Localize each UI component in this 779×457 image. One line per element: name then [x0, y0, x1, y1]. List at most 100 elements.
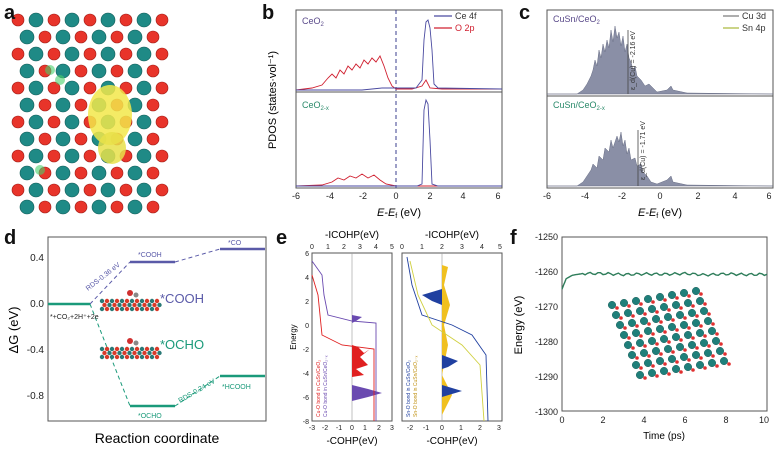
- svg-text:2: 2: [377, 425, 381, 432]
- panel-d-rds-bottom: RDS-0.24 eV: [178, 378, 218, 405]
- oxygen-atom: [146, 132, 160, 146]
- panel-d: d ΔG (eV) 0.4 0.0 -0.4 -0.8 *+CO₂+2H⁺+2e…: [0, 225, 272, 452]
- oxygen-atom: [110, 64, 124, 78]
- inset-cerium-atom: [691, 318, 700, 327]
- adsorbate-atom: [133, 340, 139, 346]
- panel-b-xticks: -6 -4 -2 0 2 4 6: [292, 191, 501, 201]
- panel-f-inset-structure: [607, 287, 731, 380]
- svg-text:8: 8: [723, 415, 728, 425]
- inset-cerium-atom: [623, 308, 632, 317]
- slab-atom: [142, 350, 147, 356]
- inset-oxygen-atom: [695, 346, 699, 350]
- svg-text:2: 2: [440, 244, 444, 251]
- slab-atom: [109, 346, 115, 352]
- inset-oxygen-atom: [639, 366, 643, 370]
- inset-oxygen-atom: [679, 338, 683, 342]
- slab-atom: [109, 354, 115, 360]
- oxygen-atom: [74, 30, 88, 44]
- svg-text:6: 6: [495, 191, 500, 201]
- svg-text:3: 3: [390, 425, 394, 432]
- panel-d-state-initial: *+CO₂+2H⁺+2e: [50, 314, 99, 321]
- panel-label-f: f: [510, 227, 517, 249]
- charge-density-cloud: [88, 85, 132, 145]
- svg-text:-1: -1: [336, 425, 342, 432]
- oxygen-atom: [119, 47, 133, 61]
- inset-cerium-atom: [639, 348, 648, 357]
- inset-oxygen-atom: [639, 334, 643, 338]
- svg-text:-0.4: -0.4: [27, 345, 45, 356]
- inset-cerium-atom: [635, 338, 644, 347]
- oxygen-atom: [38, 132, 52, 146]
- cerium-atom: [127, 165, 143, 181]
- inset-oxygen-atom: [651, 300, 655, 304]
- panel-d-state-ocho: *OCHO: [138, 413, 162, 420]
- cerium-atom: [127, 199, 143, 215]
- slab-atom: [132, 350, 137, 356]
- panel-b-ylabel: PDOS (states·vol⁻¹): [267, 51, 279, 149]
- slab-atom: [117, 350, 122, 356]
- svg-text:3: 3: [460, 244, 464, 251]
- panel-d-slab-cooh: [99, 290, 162, 312]
- inset-oxygen-atom: [639, 302, 643, 306]
- svg-text:0: 0: [393, 191, 398, 201]
- inset-cerium-atom: [635, 370, 644, 379]
- inset-cerium-atom: [715, 346, 724, 355]
- svg-text:3: 3: [358, 244, 362, 251]
- oxygen-atom: [11, 81, 25, 95]
- oxygen-atom: [47, 47, 61, 61]
- inset-cerium-atom: [703, 348, 712, 357]
- cerium-atom: [136, 46, 152, 62]
- inset-cerium-atom: [651, 346, 660, 355]
- slab-atom: [149, 298, 155, 304]
- inset-cerium-atom: [663, 312, 672, 321]
- cerium-atom: [28, 12, 44, 28]
- inset-oxygen-atom: [675, 360, 679, 364]
- inset-cerium-atom: [627, 318, 636, 327]
- oxygen-atom: [155, 47, 169, 61]
- oxygen-atom: [119, 13, 133, 27]
- inset-cerium-atom: [679, 320, 688, 329]
- cerium-atom: [28, 46, 44, 62]
- inset-cerium-atom: [695, 296, 704, 305]
- svg-text:-6: -6: [292, 191, 300, 201]
- inset-oxygen-atom: [667, 340, 671, 344]
- inset-oxygen-atom: [723, 352, 727, 356]
- inset-cerium-atom: [699, 306, 708, 315]
- panel-d-big-cooh: *COOH: [160, 291, 204, 306]
- panel-e-left-cu-o-purple: [352, 315, 382, 401]
- inset-cerium-atom: [643, 294, 652, 303]
- oxygen-atom: [155, 115, 169, 129]
- cerium-atom: [64, 80, 80, 96]
- oxygen-atom: [110, 30, 124, 44]
- inset-oxygen-atom: [715, 364, 719, 368]
- slab-atom: [119, 354, 125, 360]
- inset-oxygen-atom: [691, 336, 695, 340]
- inset-oxygen-atom: [675, 296, 679, 300]
- panel-b-bottom-o2p-curve: [295, 173, 502, 187]
- inset-cerium-atom: [615, 320, 624, 329]
- inset-oxygen-atom: [627, 304, 631, 308]
- panel-d-big-ocho: *OCHO: [160, 337, 204, 352]
- inset-cerium-atom: [647, 304, 656, 313]
- svg-text:-2: -2: [322, 425, 328, 432]
- inset-oxygen-atom: [699, 324, 703, 328]
- oxygen-atom: [110, 200, 124, 214]
- inset-cerium-atom: [679, 288, 688, 297]
- oxygen-atom: [146, 200, 160, 214]
- slab-atom: [132, 302, 137, 308]
- panel-b-chart: PDOS (states·vol⁻¹) CeO2 CeO2-x Ce 4f O …: [267, 9, 503, 220]
- cerium-atom: [64, 114, 80, 130]
- oxygen-atom: [119, 183, 133, 197]
- inset-cerium-atom: [667, 290, 676, 299]
- oxygen-atom: [47, 183, 61, 197]
- slab-atom: [139, 306, 145, 312]
- cerium-atom: [136, 12, 152, 28]
- cerium-atom: [19, 199, 35, 215]
- slab-atom: [127, 350, 132, 356]
- panel-e-bottom-xlabel-left: -COHP(eV): [326, 436, 377, 447]
- inset-cerium-atom: [671, 364, 680, 373]
- panel-e-right-top-ticks: 0 1 2 3 4 5: [400, 244, 502, 251]
- cerium-atom: [91, 165, 107, 181]
- svg-text:-1280: -1280: [535, 337, 558, 347]
- slab-atom: [157, 302, 162, 308]
